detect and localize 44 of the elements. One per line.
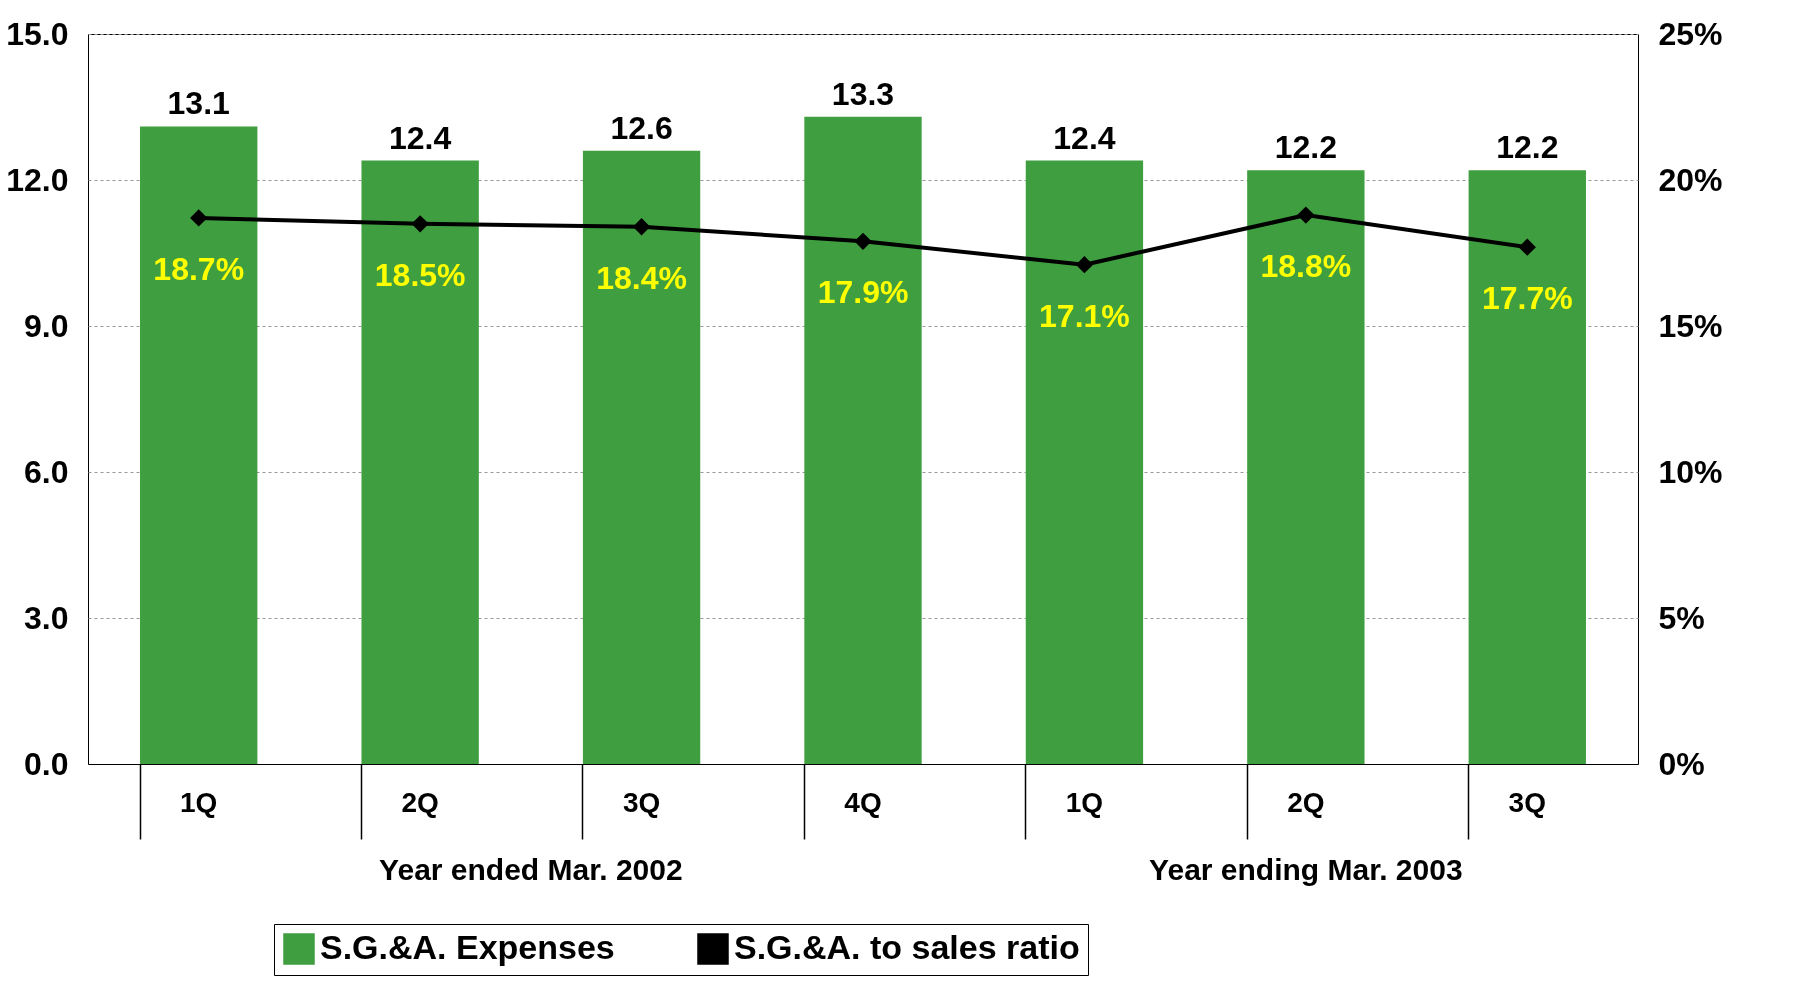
point xyxy=(632,218,651,236)
y-tick-label: 0.0 xyxy=(24,745,69,782)
point xyxy=(1518,238,1536,256)
text: Year ended Mar. 2002 xyxy=(379,853,683,886)
y-tick-label: 6.0 xyxy=(24,453,69,490)
x-tick-label: 4Q xyxy=(844,786,882,818)
x-tick-label: 2Q xyxy=(401,786,439,818)
y2-tick-label: 5% xyxy=(1658,599,1705,636)
point xyxy=(1075,256,1094,274)
y2-tick-label: 25% xyxy=(1658,15,1723,52)
y-tick-label: 3.0 xyxy=(24,599,69,636)
point xyxy=(854,232,872,250)
data-label: 18.8% xyxy=(1260,248,1352,285)
data-label: 17.9% xyxy=(817,274,909,311)
y-tick-label: 12.0 xyxy=(6,161,69,198)
y-tick-label: 15.0 xyxy=(6,15,69,52)
data-label: 18.5% xyxy=(374,256,466,293)
data-label: 17.1% xyxy=(1039,297,1130,334)
x-tick-label: 1Q xyxy=(180,786,218,818)
data-label: 12.2 xyxy=(1274,129,1337,166)
x-tick-label: 3Q xyxy=(1508,786,1546,818)
x-tick-label: 1Q xyxy=(1065,786,1104,818)
point xyxy=(190,209,208,227)
y-tick-label: 9.0 xyxy=(24,307,69,344)
x-tick-label: 3Q xyxy=(622,786,661,818)
data-label: 13.1 xyxy=(167,85,230,122)
y2-tick-label: 15% xyxy=(1658,307,1723,344)
text: Year ending Mar. 2003 xyxy=(1149,853,1463,886)
legend-label: S.G.&A. Expenses xyxy=(320,928,615,966)
y2-tick-label: 10% xyxy=(1658,453,1723,490)
legend-label: S.G.&A. to sales ratio xyxy=(734,928,1080,966)
data-label: 12.4 xyxy=(1053,119,1116,156)
data-label: 12.4 xyxy=(389,119,452,156)
y2-tick-label: 20% xyxy=(1658,161,1723,198)
data-label: 18.4% xyxy=(596,259,687,296)
data-label: 18.7% xyxy=(153,250,245,287)
y2-tick-label: 0% xyxy=(1658,745,1705,782)
x-tick-label: 2Q xyxy=(1287,786,1325,818)
data-label: 12.6 xyxy=(610,109,673,146)
point xyxy=(411,215,429,233)
data-label: 12.2 xyxy=(1496,129,1559,166)
data-label: 13.3 xyxy=(831,75,895,112)
point xyxy=(1297,206,1315,224)
data-label: 17.7% xyxy=(1481,280,1573,317)
